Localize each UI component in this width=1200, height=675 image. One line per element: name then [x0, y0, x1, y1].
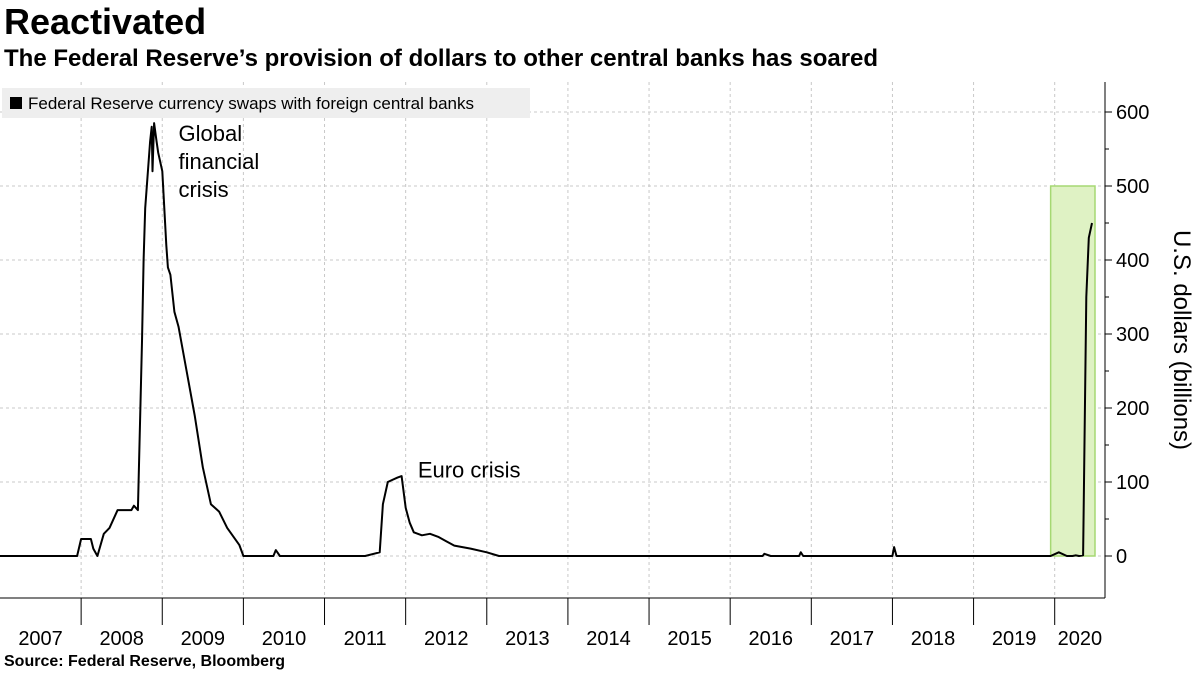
- legend: Federal Reserve currency swaps with fore…: [2, 88, 530, 118]
- annotation-line: Global: [178, 121, 242, 146]
- x-tick-label: 2008: [99, 628, 144, 650]
- y-tick-label: 400: [1116, 250, 1149, 272]
- x-tick-label: 2011: [344, 628, 387, 650]
- source-note: Source: Federal Reserve, Bloomberg: [4, 653, 285, 670]
- annotations: Global financial crisis Euro crisis: [178, 121, 520, 483]
- y-tick-label: 500: [1116, 176, 1149, 198]
- x-tick-label: 2012: [424, 628, 469, 650]
- legend-swatch: [10, 97, 22, 109]
- x-tick-label: 2016: [748, 628, 793, 650]
- annotation-line: Euro crisis: [418, 458, 521, 483]
- x-tick-label: 2020: [1058, 628, 1103, 650]
- x-tick-label: 2013: [505, 628, 550, 650]
- y-tick-label: 0: [1116, 546, 1127, 568]
- annotation-line: crisis: [178, 177, 228, 202]
- grid: [0, 82, 1105, 598]
- series-layer: [0, 122, 1093, 557]
- y-tick-label: 300: [1116, 324, 1149, 346]
- series-line: [0, 122, 1093, 557]
- x-tick-label: 2018: [911, 628, 956, 650]
- y-axis-title: U.S. dollars (billions): [1168, 230, 1195, 450]
- chart-title: Reactivated: [4, 1, 207, 42]
- x-tick-label: 2019: [992, 628, 1037, 650]
- annotation-text: Euro crisis: [418, 458, 521, 483]
- y-tick-label: 600: [1116, 102, 1149, 124]
- x-tick-label: 2015: [667, 628, 712, 650]
- x-tick-label: 2009: [181, 628, 226, 650]
- y-tick-label: 100: [1116, 472, 1149, 494]
- x-tick-label: 2010: [262, 628, 307, 650]
- chart-subtitle: The Federal Reserve’s provision of dolla…: [4, 45, 879, 72]
- legend-label: Federal Reserve currency swaps with fore…: [28, 94, 474, 113]
- annotation-line: financial: [178, 149, 259, 174]
- x-tick-label: 2017: [830, 628, 875, 650]
- x-tick-label: 2007: [18, 628, 63, 650]
- axes: 0 100 200 300 400 500 600 2007 2008 2009 2010 2011 2…: [0, 82, 1149, 650]
- legend-background: [2, 88, 530, 118]
- y-tick-label: 200: [1116, 398, 1149, 420]
- x-tick-label: 2014: [586, 628, 631, 650]
- annotation-text: Global financial crisis: [178, 121, 259, 202]
